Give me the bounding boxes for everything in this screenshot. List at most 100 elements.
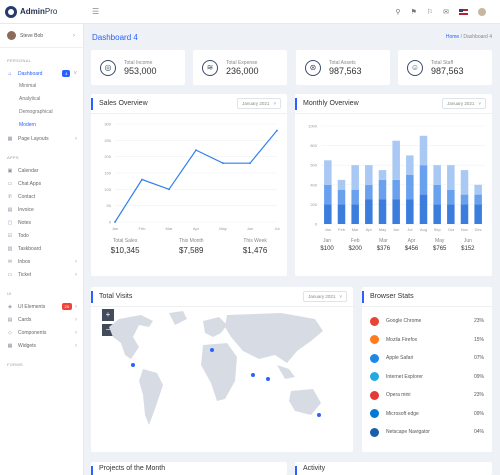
- bar-segment: [324, 160, 332, 185]
- sales-point: [168, 188, 170, 191]
- cube-icon: ◈: [8, 303, 12, 310]
- sales-point: [195, 149, 197, 152]
- sales-line-chart: 0 50 100 150 200 250 300 Jan Feb Mar Apr May Jun Jul: [104, 122, 279, 232]
- home-icon: ⌂: [8, 70, 12, 77]
- sidebar-item-dashboard[interactable]: ⌂ Dashboard 4 ˅: [8, 70, 77, 77]
- monthly-bar-chart: 0 200 400 600 800 1000 Jan Feb Mar Apr May Jun Jul Au…: [308, 124, 485, 232]
- sidebar-subitem-minimal[interactable]: Minimal: [19, 83, 37, 89]
- browser-logo-icon: [370, 390, 379, 400]
- sidebar-subitem-demographical[interactable]: Demographical: [19, 109, 53, 115]
- map-region-europe: [203, 317, 227, 337]
- invoice-icon: ▤: [7, 206, 13, 213]
- sidebar-item-ui-elements[interactable]: ◈ UI Elements 25 ›: [8, 303, 77, 310]
- sidebar-item-todo[interactable]: ☑ Todo: [7, 232, 29, 239]
- card-title: Activity: [303, 465, 326, 472]
- note-icon: ▢: [7, 219, 13, 226]
- sales-point: [222, 162, 224, 165]
- app-logo[interactable]: AdminPro: [0, 5, 84, 18]
- bar-segment: [474, 184, 482, 195]
- browser-logo-icon: [370, 409, 379, 419]
- y-tick-label: 0: [109, 220, 112, 225]
- sidebar-item-ticket[interactable]: ▭ Ticket ›: [7, 271, 77, 278]
- x-tick-label: Jul: [274, 226, 279, 231]
- x-tick-label: Mar: [166, 226, 174, 231]
- browser-name: Mozila Firefox: [386, 336, 418, 343]
- sidebar-item-widgets[interactable]: ▦ Widgets ›: [7, 342, 77, 349]
- month-select[interactable]: January 2021 ˅: [237, 98, 281, 109]
- browser-logo-icon: [370, 427, 379, 437]
- map-marker-india: [251, 373, 255, 377]
- search-icon[interactable]: ⚲: [395, 8, 401, 16]
- sales-point: [141, 178, 143, 181]
- stat-value: 987,563: [431, 65, 464, 76]
- chat-icon: ▭: [7, 180, 13, 187]
- layout-icon: ▦: [7, 135, 13, 142]
- sidebar-item-components[interactable]: ◇ Components ›: [8, 329, 77, 336]
- browser-row: Opera mini 23%: [362, 386, 492, 405]
- month-select[interactable]: January 2021 ˅: [303, 291, 347, 302]
- bar-segment: [433, 165, 441, 185]
- sidebar-subitem-analytical[interactable]: Analytical: [19, 96, 41, 102]
- map-region-south-america: [139, 369, 163, 425]
- envelope-icon[interactable]: ✉: [443, 8, 449, 16]
- browser-name: Opera mini: [386, 392, 411, 399]
- dribbble-icon: ⊛: [305, 59, 321, 76]
- y-tick-label: 600: [310, 163, 317, 168]
- breadcrumb-home-link[interactable]: Home: [445, 34, 460, 40]
- browser-percent: 07%: [473, 355, 484, 362]
- y-tick-label: 100: [104, 187, 111, 192]
- x-tick-label: Feb: [338, 227, 346, 232]
- sidebar-item-notes[interactable]: ▢ Notes: [7, 219, 32, 226]
- sidebar-item-cards[interactable]: ▤ Cards ›: [7, 316, 77, 323]
- sales-point: [249, 162, 251, 165]
- sidebar-item-calendar[interactable]: ▣ Calendar: [7, 167, 39, 174]
- sidebar-item-contact[interactable]: ✆ Contact: [7, 193, 36, 200]
- stat-label: Total Assets: [329, 59, 356, 66]
- chevron-down-icon: ˅: [273, 101, 276, 106]
- notification-flag-icon[interactable]: ⚐: [426, 8, 434, 16]
- sidebar-item-inbox[interactable]: ✉ Inbox ›: [7, 258, 77, 265]
- stat-card-staff: ☺ Total Staff 987,563: [398, 50, 492, 85]
- browser-row: Google Chrome 23%: [362, 312, 492, 331]
- browser-percent: 15%: [473, 336, 484, 343]
- sales-line: [114, 130, 278, 223]
- bar-segment: [378, 179, 387, 200]
- language-flag-icon[interactable]: [459, 8, 468, 15]
- section-forms: FORMS: [7, 362, 23, 367]
- sales-point: [114, 221, 116, 223]
- browser-row: Netscape Navigator 04%: [362, 423, 492, 442]
- map-zoom-in-button[interactable]: +: [102, 309, 114, 321]
- month-select[interactable]: January 2021 ˅: [442, 98, 486, 109]
- chevron-right-icon: ›: [75, 271, 77, 278]
- bar-segment: [351, 189, 359, 205]
- sidebar-subitem-modern[interactable]: Modern: [19, 122, 36, 128]
- sidebar-item-chat[interactable]: ▭ Chat Apps: [7, 180, 42, 187]
- browser-row: Microsoft edge 09%: [362, 405, 492, 424]
- bar-segment: [406, 175, 414, 200]
- component-icon: ◇: [8, 329, 12, 336]
- calendar-icon: ▣: [7, 167, 13, 174]
- sidebar-item-invoice[interactable]: ▤ Invoice: [7, 206, 34, 213]
- bar-segment: [365, 165, 373, 185]
- bar-segment: [392, 179, 400, 200]
- bar-segment: [406, 199, 414, 224]
- profile-avatar[interactable]: [478, 7, 486, 16]
- breadcrumb-separator: /: [460, 34, 462, 40]
- logo-icon: [5, 5, 17, 18]
- bar-segment: [460, 170, 469, 195]
- breadcrumb-current: Dashboard 4: [463, 34, 492, 40]
- projects-card: Projects of the Month: [91, 462, 287, 475]
- section-personal: PERSONAL: [7, 58, 32, 63]
- menu-toggle-icon[interactable]: ☰: [92, 7, 100, 16]
- x-tick-label: Sep: [434, 227, 442, 232]
- browser-percent: 09%: [473, 373, 484, 380]
- sidebar-item-page-layouts[interactable]: ▦ Page Layouts ›: [7, 135, 77, 142]
- map-marker-europe: [210, 348, 214, 352]
- browser-name: Apple Safari: [386, 355, 414, 362]
- bell-icon[interactable]: ⚑: [410, 8, 417, 16]
- sidebar-user[interactable]: Steve Bob ›: [0, 24, 83, 48]
- x-tick-label: May: [379, 227, 387, 232]
- sidebar-item-taskboard[interactable]: ▥ Taskboard: [7, 245, 42, 252]
- bar-segment: [406, 155, 414, 175]
- map-region-north-america: [109, 315, 153, 359]
